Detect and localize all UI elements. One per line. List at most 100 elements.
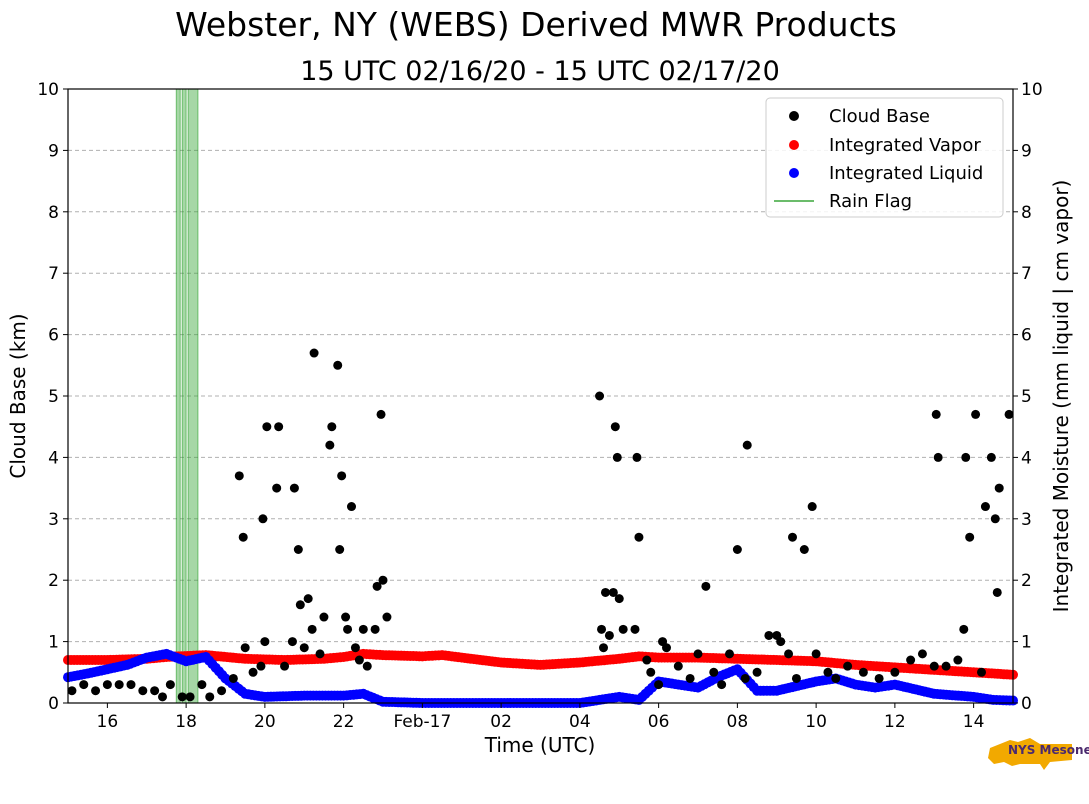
cloud-base-point xyxy=(980,502,990,512)
cloud-base-point xyxy=(662,643,671,653)
cloud-base-point xyxy=(205,692,215,702)
cloud-base-point xyxy=(654,680,664,690)
cloud-base-point xyxy=(752,667,762,677)
cloud-base-point xyxy=(372,581,382,591)
y-tick-label-right: 0 xyxy=(1021,694,1032,714)
rain-flag-band xyxy=(175,88,181,704)
cloud-base-point xyxy=(604,630,614,640)
cloud-base-point xyxy=(673,661,683,671)
cloud-base-point xyxy=(608,587,618,597)
cloud-base-point xyxy=(933,452,943,462)
y-tick-label-right: 7 xyxy=(1021,264,1032,284)
logo-text: NYS Mesonet xyxy=(1008,743,1089,757)
cloud-base-point xyxy=(327,422,337,432)
cloud-base-point xyxy=(333,360,343,370)
gridlines xyxy=(68,149,1013,643)
x-axis-label: Time (UTC) xyxy=(484,733,596,757)
cloud-base-point xyxy=(632,452,642,462)
cloud-base-point xyxy=(994,483,1004,493)
y-tick-label-right: 8 xyxy=(1021,203,1032,223)
cloud-base-point xyxy=(382,612,392,622)
cloud-base-point xyxy=(953,655,963,665)
cloud-base-point xyxy=(272,483,282,493)
x-tick-label: 02 xyxy=(490,712,512,732)
cloud-base-point xyxy=(325,440,335,450)
cloud-base-point xyxy=(341,612,351,622)
cloud-base-point xyxy=(784,649,794,659)
cloud-base-point xyxy=(890,667,900,677)
y-tick-label-left: 0 xyxy=(48,694,59,714)
y-tick-label-right: 2 xyxy=(1021,571,1032,591)
y-tick-label-left: 1 xyxy=(48,633,59,653)
cloud-base-point xyxy=(307,624,317,634)
cloud-base-point xyxy=(599,643,608,653)
y-tick-label-right: 6 xyxy=(1021,326,1032,346)
cloud-base-point xyxy=(293,545,303,554)
y-tick-label-left: 10 xyxy=(37,80,59,100)
cloud-base-point xyxy=(362,661,372,671)
cloud-base-point xyxy=(618,624,628,634)
cloud-base-point xyxy=(959,624,969,634)
y-tick-label-left: 4 xyxy=(48,448,59,468)
x-tick-label: Feb-17 xyxy=(393,712,451,732)
cloud-base-point xyxy=(102,680,112,690)
cloud-base-point xyxy=(742,440,752,450)
y-axis-label-left: Cloud Base (km) xyxy=(6,313,30,478)
cloud-base-point xyxy=(150,686,160,696)
cloud-base-point xyxy=(350,643,360,653)
cloud-base-point xyxy=(358,624,368,634)
legend-marker-integrated-vapor xyxy=(789,140,799,150)
cloud-base-point xyxy=(177,692,187,702)
cloud-base-point xyxy=(91,686,101,696)
cloud-base-point xyxy=(600,587,610,597)
cloud-base-point xyxy=(693,649,703,659)
cloud-base-point xyxy=(595,391,605,401)
cloud-base-point xyxy=(776,637,786,647)
y-tick-label-left: 8 xyxy=(48,203,59,223)
cloud-base-point xyxy=(831,673,841,683)
cloud-base-point xyxy=(843,661,853,671)
y-axis-label-right: Integrated Moisture (mm liquid | cm vapo… xyxy=(1049,180,1073,613)
x-axis-ticks: 16 18 20 22 Feb-17 02 04 06 08 10 12 14 xyxy=(97,703,984,732)
nys-mesonet-logo: NYS Mesonet xyxy=(988,738,1089,770)
cloud-base-point xyxy=(289,483,299,493)
x-tick-label: 20 xyxy=(254,712,276,732)
y-tick-label-right: 10 xyxy=(1021,80,1043,100)
y-tick-label-right: 9 xyxy=(1021,141,1032,161)
cloud-base-point xyxy=(612,452,622,462)
chart-title: Webster, NY (WEBS) Derived MWR Products xyxy=(175,5,897,44)
cloud-base-point xyxy=(811,649,821,659)
legend: Cloud Base Integrated Vapor Integrated L… xyxy=(765,97,1004,218)
y-tick-label-right: 1 xyxy=(1021,633,1032,653)
cloud-base-point xyxy=(717,680,727,690)
legend-label-integrated-liquid: Integrated Liquid xyxy=(829,163,983,184)
cloud-base-point xyxy=(917,649,927,659)
legend-marker-cloud-base xyxy=(789,111,799,121)
cloud-base-point xyxy=(287,637,297,647)
cloud-base-point xyxy=(874,673,884,683)
cloud-base-point xyxy=(228,673,238,683)
cloud-base-point xyxy=(597,624,607,634)
cloud-base-point xyxy=(343,624,353,634)
y-tick-label-left: 9 xyxy=(48,141,59,161)
cloud-base-point xyxy=(642,655,652,665)
cloud-base-point xyxy=(732,545,742,554)
cloud-base-point xyxy=(303,594,313,604)
integrated-vapor-series xyxy=(63,648,1018,680)
cloud-base-point xyxy=(280,661,290,671)
cloud-base-point xyxy=(238,532,248,542)
legend-label-rain-flag: Rain Flag xyxy=(829,191,912,212)
x-tick-label: 08 xyxy=(727,712,749,732)
legend-label-integrated-vapor: Integrated Vapor xyxy=(829,135,981,156)
rain-flag-band xyxy=(181,88,187,704)
cloud-base-point xyxy=(158,692,167,702)
cloud-base-point xyxy=(185,692,195,702)
cloud-base-point xyxy=(309,348,319,358)
cloud-base-point xyxy=(274,422,284,432)
cloud-base-point xyxy=(610,422,620,432)
x-tick-label: 06 xyxy=(648,712,670,732)
cloud-base-point xyxy=(971,409,981,419)
x-tick-label: 04 xyxy=(569,712,591,732)
x-tick-label: 22 xyxy=(333,712,355,732)
